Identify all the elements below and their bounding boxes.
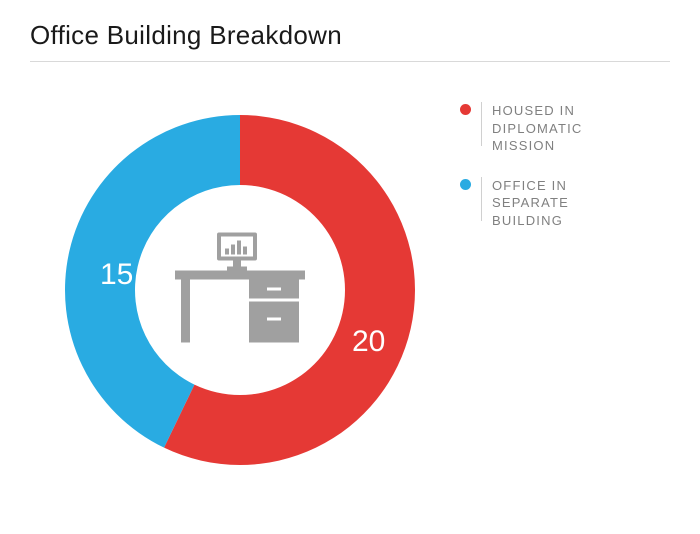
content-row: 2015 HOUSED IN DIPLOMATIC MISSION OFFICE… <box>30 80 670 500</box>
swatch-icon <box>460 104 471 115</box>
donut-slices <box>65 115 415 465</box>
title-rule <box>30 61 670 62</box>
legend-item: OFFICE IN SEPARATE BUILDING <box>460 177 670 230</box>
swatch-icon <box>460 179 471 190</box>
page-title: Office Building Breakdown <box>30 20 670 61</box>
legend-divider <box>481 102 482 146</box>
legend-label: HOUSED IN DIPLOMATIC MISSION <box>492 102 642 155</box>
legend-divider <box>481 177 482 221</box>
legend-label: OFFICE IN SEPARATE BUILDING <box>492 177 642 230</box>
legend-item: HOUSED IN DIPLOMATIC MISSION <box>460 102 670 155</box>
legend: HOUSED IN DIPLOMATIC MISSION OFFICE IN S… <box>450 80 670 251</box>
donut-chart: 2015 <box>30 80 450 500</box>
donut-svg <box>30 80 450 500</box>
